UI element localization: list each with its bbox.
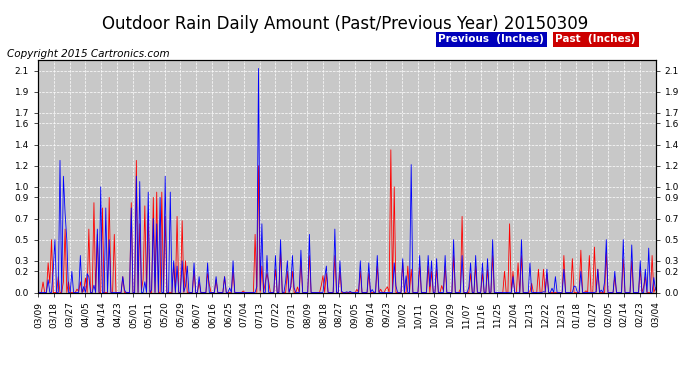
Text: Past  (Inches): Past (Inches) (555, 34, 636, 44)
Text: Previous  (Inches): Previous (Inches) (438, 34, 544, 44)
Text: Outdoor Rain Daily Amount (Past/Previous Year) 20150309: Outdoor Rain Daily Amount (Past/Previous… (102, 15, 588, 33)
Text: Copyright 2015 Cartronics.com: Copyright 2015 Cartronics.com (7, 49, 170, 59)
